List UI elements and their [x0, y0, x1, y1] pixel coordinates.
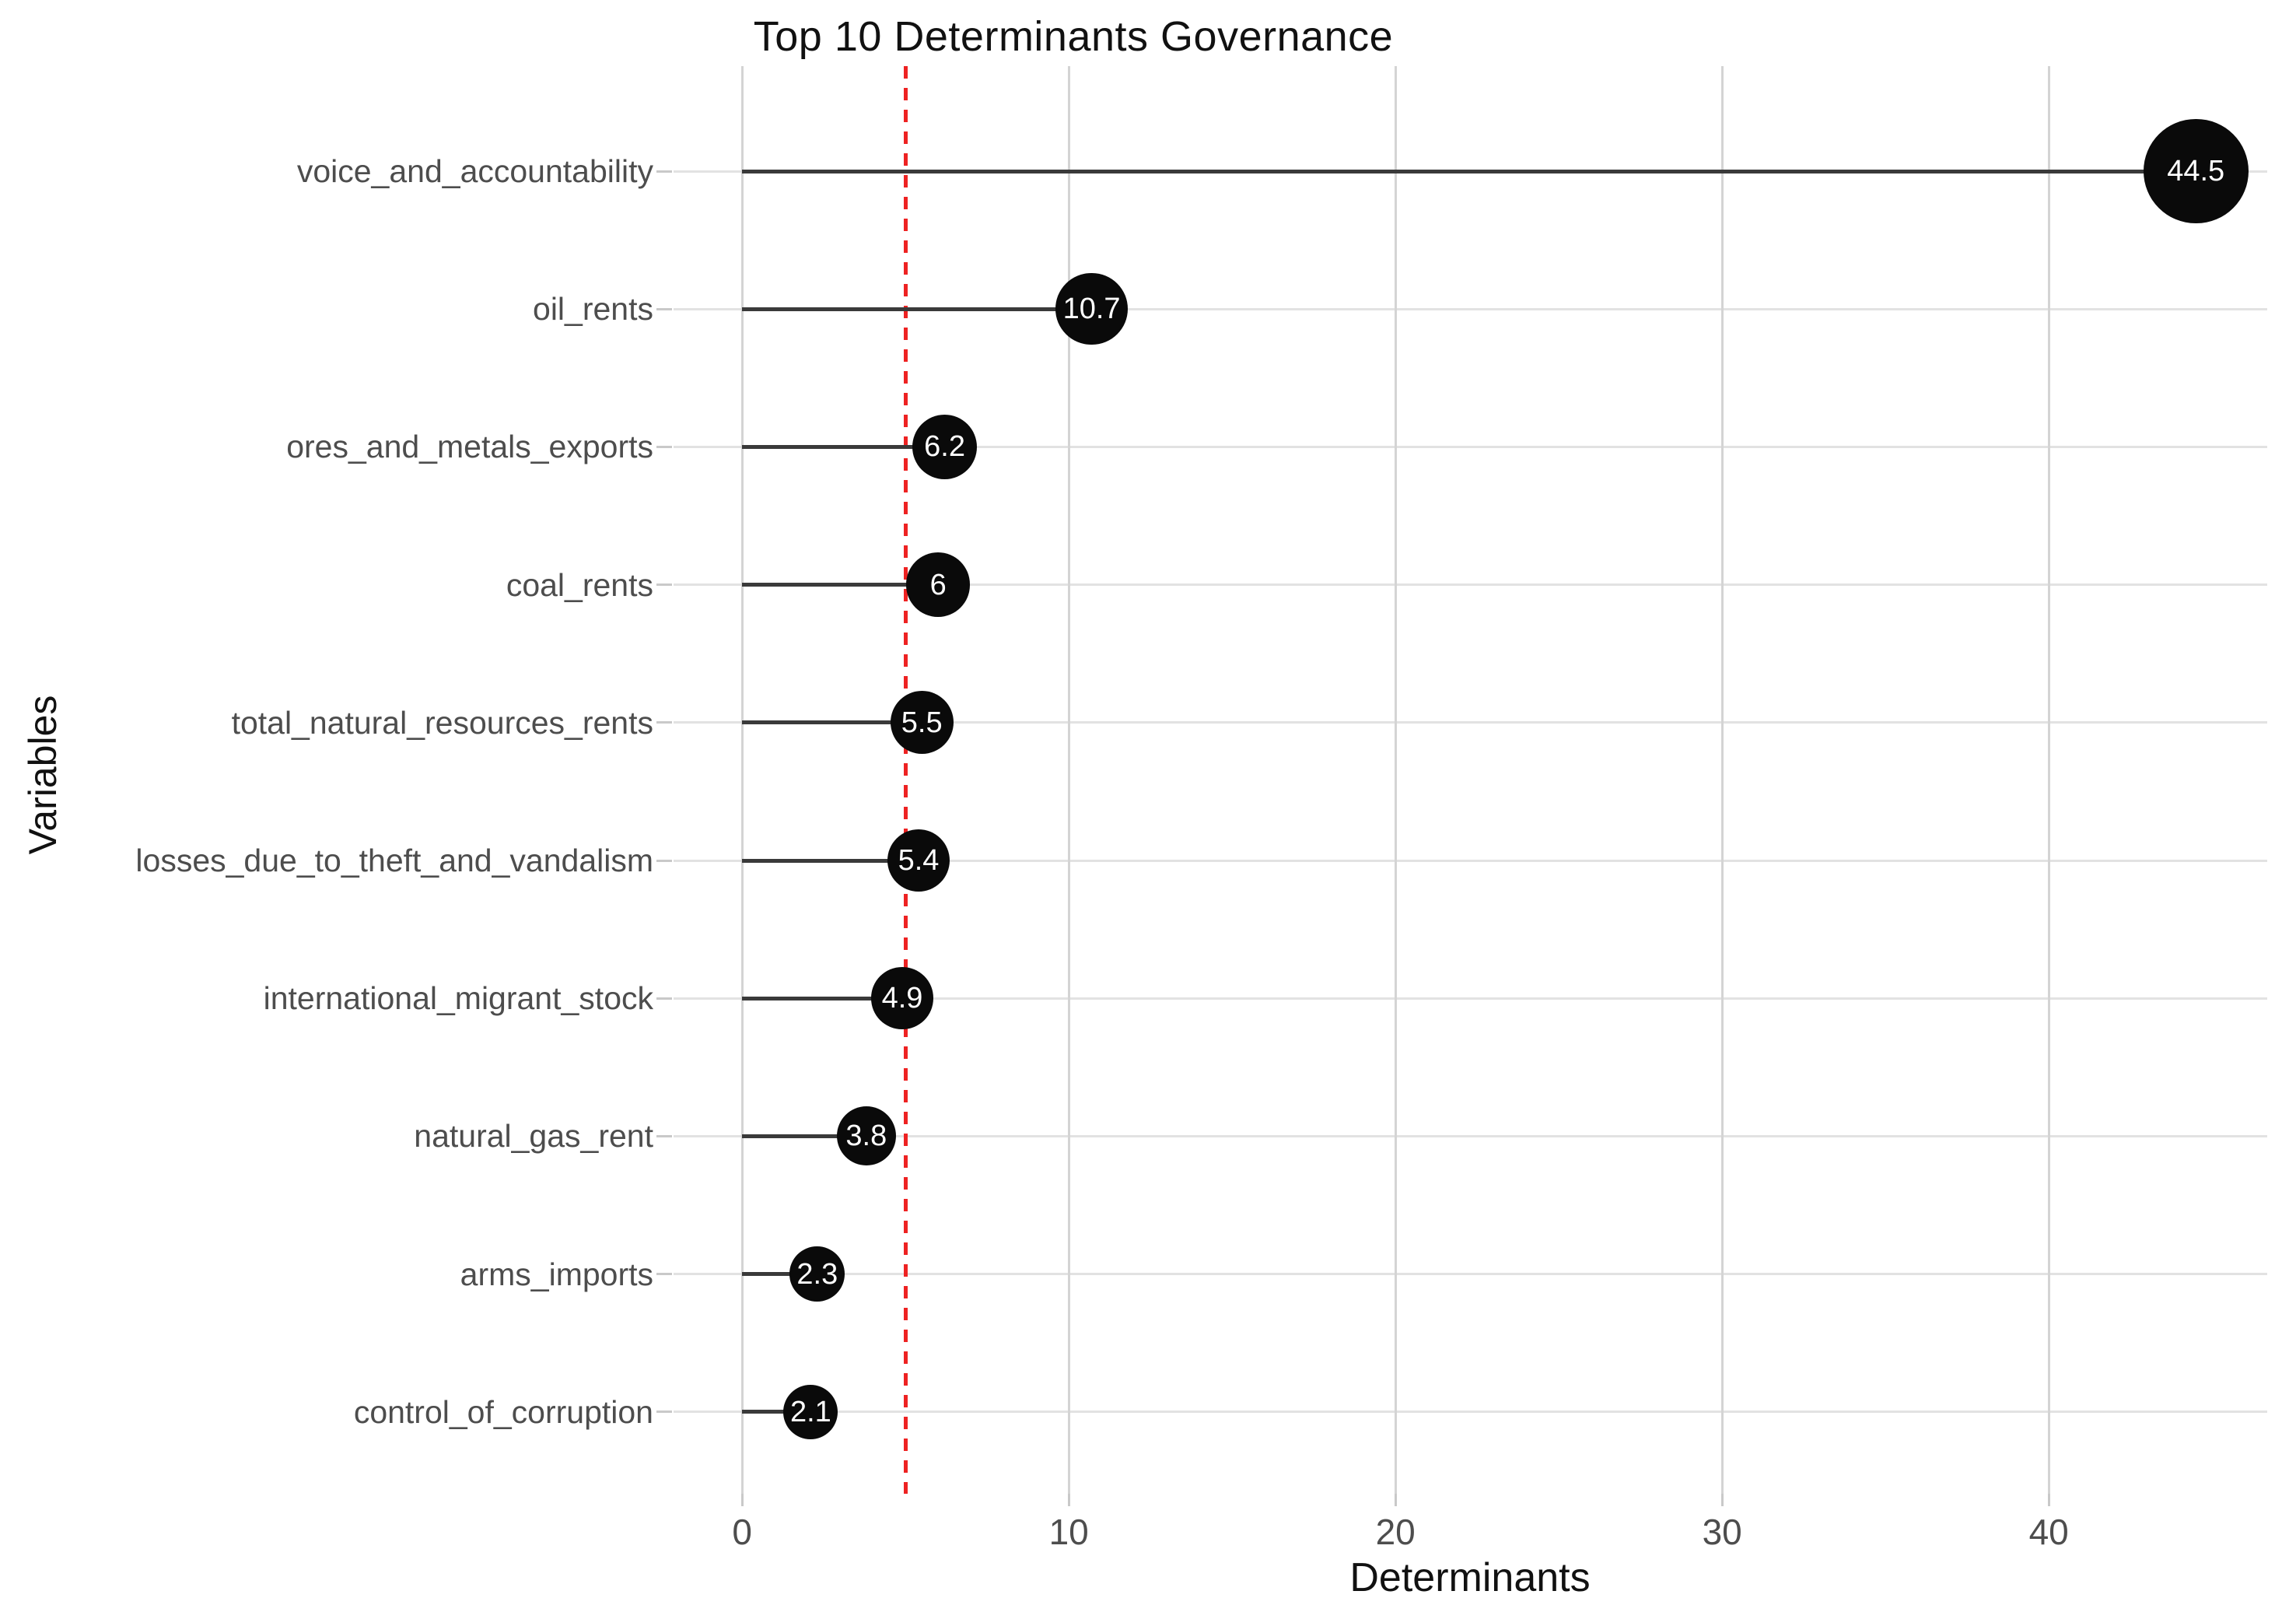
x-tick-label: 20 [1375, 1512, 1416, 1552]
x-axis-tick [1067, 1494, 1070, 1506]
lollipop-stem [742, 169, 2196, 173]
h-gridline [674, 583, 2267, 587]
data-point-value: 10.7 [1062, 293, 1121, 326]
x-tick-label: 0 [732, 1512, 752, 1552]
lollipop-stem [742, 1410, 811, 1414]
h-gridline [674, 1410, 2267, 1414]
data-point-value: 4.9 [881, 982, 923, 1015]
y-axis-title: Variables [21, 695, 65, 855]
data-point-value: 5.4 [898, 843, 940, 877]
h-gridline [674, 997, 2267, 1000]
x-axis-tick [1720, 1494, 1724, 1506]
h-gridline [674, 1273, 2267, 1276]
chart-title: Top 10 Determinants Governance [753, 13, 1394, 60]
y-category-label: total_natural_resources_rents [231, 704, 653, 741]
y-category-label: ores_and_metals_exports [286, 429, 653, 465]
y-axis-tick [656, 170, 672, 173]
y-axis-tick [656, 583, 672, 587]
lollipop-stem [742, 996, 902, 1000]
y-axis-tick [656, 445, 672, 448]
x-axis-title: Determinants [1349, 1555, 1591, 1600]
data-point-value: 3.8 [845, 1120, 887, 1153]
y-category-label: natural_gas_rent [414, 1118, 653, 1155]
data-point-value: 2.1 [789, 1395, 831, 1428]
y-category-label: international_migrant_stock [263, 980, 653, 1017]
y-category-label: coal_rents [506, 566, 653, 603]
x-axis-tick [1394, 1494, 1397, 1506]
data-point-value: 5.5 [901, 706, 943, 739]
data-point-value: 6 [929, 568, 947, 601]
data-point: 2.3 [789, 1246, 845, 1302]
v-gridline [1394, 66, 1397, 1494]
lollipop-stem [742, 583, 939, 587]
y-axis-tick [656, 859, 672, 862]
data-point: 10.7 [1055, 272, 1128, 345]
y-axis-tick [656, 1134, 672, 1137]
lollipop-stem [742, 444, 945, 449]
y-category-label: oil_rents [533, 291, 653, 328]
lollipop-stem [742, 858, 919, 863]
y-category-label: control_of_corruption [353, 1393, 653, 1430]
x-tick-label: 30 [1702, 1512, 1742, 1552]
y-axis-tick [656, 307, 672, 310]
x-axis-tick [2047, 1494, 2050, 1506]
data-point: 2.1 [783, 1384, 838, 1439]
data-point-value: 44.5 [2167, 154, 2225, 187]
lollipop-stem [742, 1272, 817, 1277]
data-point: 5.4 [887, 829, 950, 892]
reference-line [903, 66, 908, 1494]
data-point: 4.9 [871, 967, 933, 1029]
h-gridline [674, 721, 2267, 724]
lollipop-stem [742, 307, 1092, 311]
y-axis-tick [656, 1273, 672, 1276]
data-point-value: 2.3 [796, 1257, 838, 1291]
h-gridline [674, 1134, 2267, 1137]
y-axis-tick [656, 721, 672, 724]
y-category-label: arms_imports [460, 1256, 653, 1292]
y-axis-tick [656, 1410, 672, 1414]
y-axis-tick [656, 997, 672, 1000]
v-gridline [2047, 66, 2050, 1494]
data-point: 3.8 [836, 1106, 896, 1166]
v-gridline [1067, 66, 1070, 1494]
v-gridline [740, 66, 744, 1494]
data-point: 44.5 [2143, 118, 2249, 224]
data-point: 6 [906, 552, 971, 617]
h-gridline [674, 859, 2267, 862]
lollipop-stem [742, 1134, 866, 1138]
plot-panel: 44.5 10.7 6.2 6 5.5 5.4 4.9 3.8 2.3 2.1 [674, 66, 2267, 1494]
v-gridline [1720, 66, 1724, 1494]
data-point: 6.2 [912, 414, 978, 479]
x-tick-label: 40 [2028, 1512, 2069, 1552]
y-category-label: voice_and_accountability [296, 153, 653, 189]
h-gridline [674, 445, 2267, 448]
data-point: 5.5 [890, 691, 954, 755]
x-tick-label: 10 [1048, 1512, 1089, 1552]
lollipop-stem [742, 720, 922, 725]
y-category-label: losses_due_to_theft_and_vandalism [135, 843, 653, 878]
h-gridline [674, 307, 2267, 310]
x-axis-tick [740, 1494, 744, 1506]
data-point-value: 6.2 [924, 430, 965, 464]
